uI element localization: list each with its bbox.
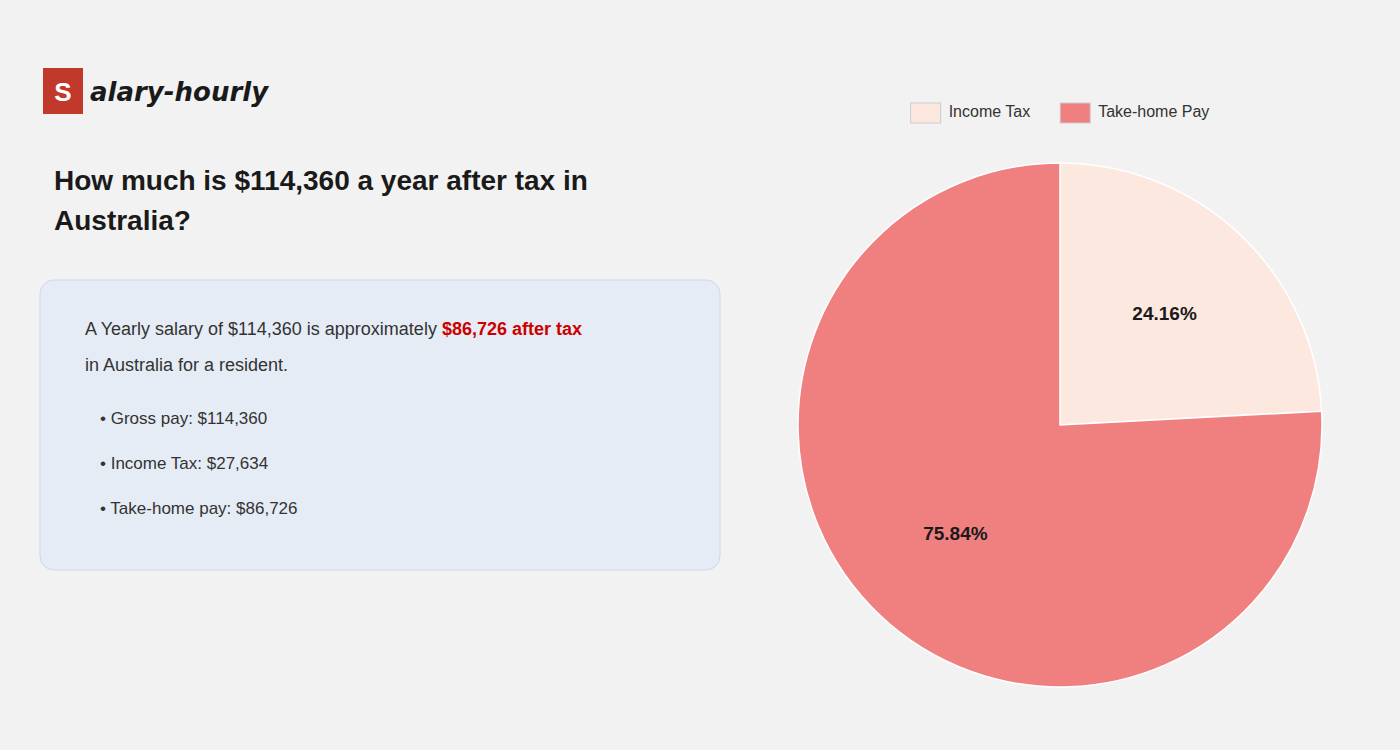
pie-slice — [798, 163, 1322, 687]
bullet-item: • Gross pay: $114,360 — [100, 409, 267, 428]
logo-box — [43, 68, 83, 114]
data-label: 24.16% — [1132, 303, 1197, 324]
bullet-item: • Take-home pay: $86,726 — [100, 499, 298, 518]
title-line: How much is $114,360 a year after tax in — [54, 165, 588, 196]
legend-label: Take-home Pay — [1098, 103, 1209, 120]
summary-text: A Yearly salary of $114,360 is approxima… — [85, 319, 442, 339]
chart-svg: Salary-hourly How much is $114,360 a year… — [0, 0, 1400, 750]
pie-slice — [1060, 163, 1322, 425]
legend-swatch — [1060, 103, 1090, 123]
legend: Income Tax Take-home Pay — [911, 103, 1210, 123]
bullet-item: • Income Tax: $27,634 — [100, 454, 268, 473]
info-box — [40, 280, 720, 570]
title-line: Australia? — [54, 205, 191, 236]
logo: Salary-hourly — [43, 68, 269, 114]
title: How much is $114,360 a year after tax in… — [54, 165, 588, 236]
logo-letter: S — [54, 77, 71, 107]
logo-text: alary-hourly — [90, 77, 269, 107]
summary-text: in Australia for a resident. — [85, 355, 288, 375]
legend-label: Income Tax — [949, 103, 1031, 120]
legend-item: Take-home Pay — [1060, 103, 1209, 123]
data-labels: 24.16% 75.84% — [923, 303, 1197, 544]
data-label: 75.84% — [923, 523, 988, 544]
summary-highlight: $86,726 after tax — [442, 319, 582, 339]
legend-swatch — [911, 103, 941, 123]
background — [0, 0, 1400, 750]
legend-item: Income Tax — [911, 103, 1031, 123]
pie — [798, 163, 1322, 687]
